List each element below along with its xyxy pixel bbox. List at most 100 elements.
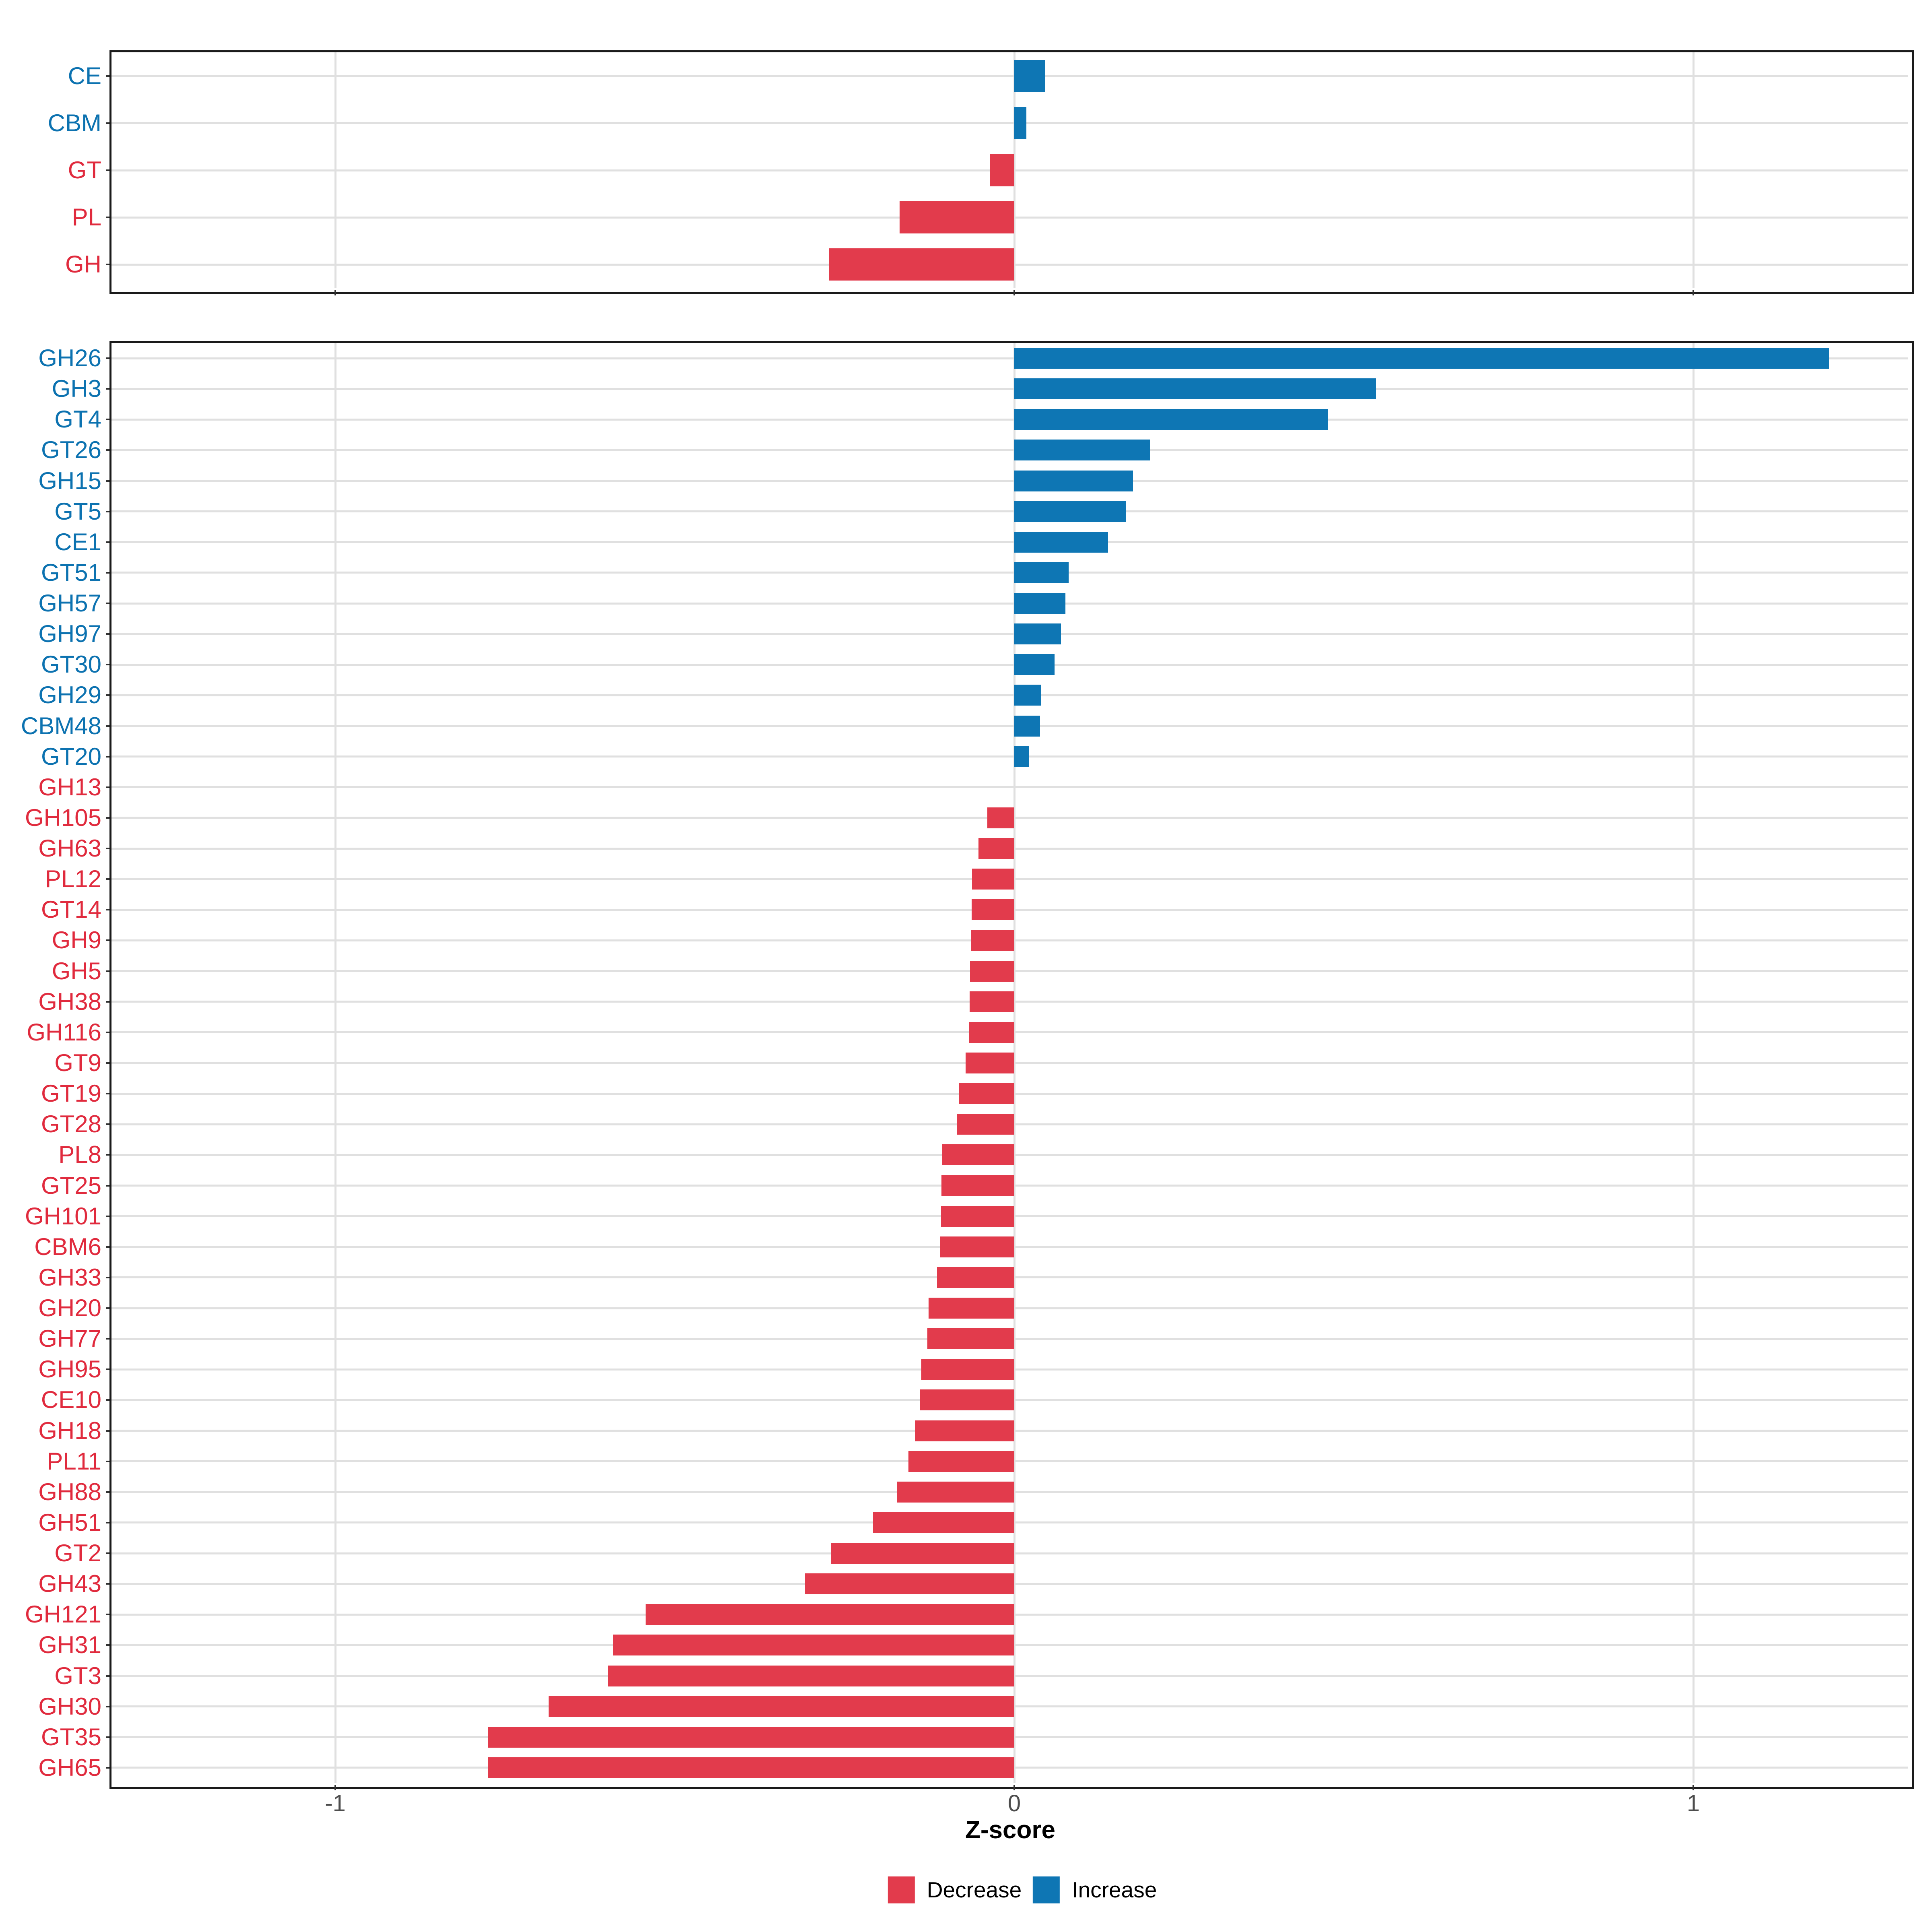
y-tick [106, 1277, 111, 1278]
bar-pl12 [972, 869, 1014, 890]
gridline-horizontal [111, 694, 1908, 696]
y-tick [106, 357, 111, 359]
y-tick [106, 878, 111, 880]
y-tick [106, 909, 111, 910]
bar-gh3 [1014, 378, 1376, 399]
gridline-horizontal [111, 633, 1908, 635]
gridline-horizontal [111, 419, 1908, 421]
row-label-gt4: GT4 [54, 406, 101, 433]
gridline-horizontal [111, 603, 1908, 605]
y-tick [106, 388, 111, 390]
y-tick [106, 1307, 111, 1309]
row-label-gh116: GH116 [27, 1019, 101, 1046]
y-tick [106, 1522, 111, 1523]
row-label-gh: GH [65, 251, 101, 278]
row-label-cbm: CBM [47, 109, 101, 136]
bar-gh77 [927, 1328, 1014, 1349]
bar-gh15 [1014, 471, 1133, 491]
y-tick [106, 169, 111, 171]
y-tick [106, 1001, 111, 1003]
y-tick [106, 1644, 111, 1646]
y-tick [106, 1583, 111, 1585]
row-label-ce: CE [68, 62, 101, 89]
y-tick [106, 603, 111, 604]
bar-pl11 [908, 1451, 1014, 1472]
gridline-horizontal [111, 572, 1908, 574]
bar-gh65 [488, 1757, 1014, 1778]
row-label-gh97: GH97 [38, 620, 101, 647]
row-label-gh43: GH43 [38, 1570, 101, 1597]
bar-cbm48 [1014, 716, 1040, 737]
x-tick-label: 1 [1686, 1790, 1700, 1816]
row-label-pl8: PL8 [58, 1141, 101, 1168]
row-label-gh77: GH77 [38, 1325, 101, 1352]
row-label-gh18: GH18 [38, 1417, 101, 1444]
bar-gt20 [1014, 746, 1029, 767]
y-tick [106, 786, 111, 788]
decrease-swatch-icon [888, 1876, 915, 1903]
row-label-gt28: GT28 [41, 1110, 101, 1137]
row-label-pl: PL [72, 204, 101, 231]
row-label-gh26: GH26 [38, 345, 101, 372]
bar-gt19 [959, 1083, 1014, 1104]
y-tick [106, 1491, 111, 1493]
bar-gh18 [915, 1420, 1014, 1441]
x-tick-label: 0 [1007, 1790, 1021, 1816]
row-label-gt2: GT2 [54, 1540, 101, 1567]
y-tick [106, 264, 111, 265]
y-tick [106, 1093, 111, 1094]
bar-gt9 [966, 1053, 1014, 1073]
y-tick [106, 633, 111, 635]
bar-ce1 [1014, 532, 1108, 553]
bar-ce10 [920, 1389, 1014, 1410]
row-label-gh5: GH5 [52, 958, 101, 985]
bar-gt51 [1014, 562, 1069, 583]
bar-gh [829, 248, 1014, 281]
y-tick [106, 1154, 111, 1156]
row-label-gt35: GT35 [41, 1724, 101, 1750]
bar-gh95 [921, 1359, 1014, 1380]
row-label-gh31: GH31 [38, 1631, 101, 1658]
y-tick [106, 1736, 111, 1738]
row-label-gh101: GH101 [25, 1203, 101, 1230]
row-label-gt5: GT5 [54, 498, 101, 525]
bar-gh116 [969, 1022, 1014, 1043]
bar-gt26 [1014, 440, 1150, 460]
row-label-gt26: GT26 [41, 436, 101, 463]
row-label-gh20: GH20 [38, 1294, 101, 1321]
x-tick [334, 290, 336, 295]
y-tick [106, 756, 111, 758]
y-tick [106, 511, 111, 512]
row-label-gh65: GH65 [38, 1754, 101, 1781]
bar-gh26 [1014, 348, 1829, 369]
y-tick [106, 122, 111, 124]
bar-gt2 [831, 1543, 1014, 1564]
legend: Decrease Increase [888, 1876, 1157, 1903]
y-tick [106, 1062, 111, 1064]
y-tick [106, 217, 111, 218]
bar-gh97 [1014, 623, 1061, 644]
row-label-gt20: GT20 [41, 743, 101, 770]
row-label-gt19: GT19 [41, 1080, 101, 1107]
row-label-gh9: GH9 [52, 927, 101, 954]
y-tick [106, 1706, 111, 1707]
bar-gh9 [971, 930, 1014, 951]
bar-gh33 [937, 1267, 1014, 1288]
y-tick [106, 1338, 111, 1340]
row-label-ce1: CE1 [54, 528, 101, 555]
bar-pl [900, 201, 1014, 233]
row-label-gh105: GH105 [25, 804, 101, 831]
bar-gh38 [970, 991, 1014, 1012]
row-label-gh13: GH13 [38, 774, 101, 801]
gridline-horizontal [111, 75, 1908, 77]
bar-gt4 [1014, 409, 1328, 430]
row-label-gh29: GH29 [38, 681, 101, 708]
bar-gt35 [488, 1727, 1014, 1748]
bar-cbm6 [940, 1236, 1014, 1257]
bar-gt [990, 154, 1014, 186]
gridline-horizontal [111, 388, 1908, 390]
y-tick [106, 1552, 111, 1554]
y-tick [106, 541, 111, 543]
x-axis-title: Z-score [965, 1816, 1055, 1844]
row-label-gh88: GH88 [38, 1478, 101, 1505]
